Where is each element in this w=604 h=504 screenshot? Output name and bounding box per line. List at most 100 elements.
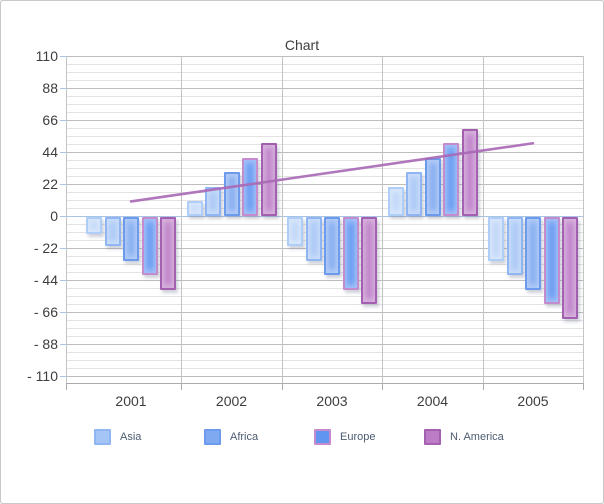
bar-n-america-2003[interactable] [361,217,377,305]
bar-asia-2003[interactable] [305,217,322,261]
gridline-horizontal [66,280,583,281]
gridline-horizontal [66,360,583,361]
bar-series1-2005[interactable] [488,217,504,261]
bar-africa-2001[interactable] [123,217,139,261]
bar-europe-2005[interactable] [543,217,560,305]
x-axis-label: 2002 [215,393,248,409]
x-axis-label: 2003 [316,393,348,409]
bar-europe-2004[interactable] [443,143,459,216]
gridline-vertical [281,56,283,383]
x-axis-label: 2004 [416,393,449,409]
bar-africa-2002[interactable] [223,172,240,216]
bar-asia-2002[interactable] [205,186,221,216]
y-axis-label: - 22 [33,240,58,256]
bar-series1-2003[interactable] [287,217,303,247]
gridline-horizontal [66,160,583,161]
y-axis-line [66,56,67,383]
bar-europe-2003[interactable] [342,217,359,290]
y-axis-tick [60,312,66,313]
bar-africa-2003[interactable] [324,217,340,276]
gridline-horizontal [66,336,583,337]
gridline-horizontal [66,200,583,201]
bar-europe-2001[interactable] [141,217,158,276]
legend-swatch-africa [204,429,221,445]
legend-label-asia: Asia [120,431,142,443]
y-axis-label: 22 [42,176,58,192]
gridline-horizontal [66,328,583,329]
y-axis-label: 0 [50,208,58,224]
bar-series1-2002[interactable] [186,201,203,216]
gridline-horizontal [66,72,583,73]
bar-africa-2005[interactable] [525,217,541,290]
x-axis-tick [382,384,384,390]
x-axis-label: 2001 [115,393,147,409]
gridline-horizontal [66,312,583,313]
gridline-horizontal [66,296,583,297]
gridline-vertical [583,56,585,383]
gridline-horizontal [66,104,583,105]
gridline-horizontal [66,192,583,193]
gridline-horizontal [66,176,583,177]
bar-africa-2004[interactable] [424,157,441,216]
gridline-horizontal [66,136,583,137]
y-axis-tick [60,376,66,377]
y-axis-tick [60,88,66,89]
y-axis-label: - 88 [33,336,58,352]
y-axis-label: - 44 [33,272,58,288]
gridline-horizontal [66,304,583,305]
gridline-horizontal [66,376,583,377]
bar-asia-2005[interactable] [506,217,523,276]
gridline-horizontal [66,120,583,121]
gridline-horizontal [66,352,583,353]
gridline-vertical [482,56,484,383]
y-axis-tick [60,56,66,57]
y-axis-label: 44 [42,144,58,160]
gridline-vertical [181,56,183,383]
gridline-horizontal [66,288,583,289]
gridline-vertical [382,56,384,383]
y-axis-label: 110 [35,48,58,64]
bar-n-america-2001[interactable] [160,217,176,290]
legend-item-asia[interactable]: Asia [94,429,141,445]
gridline-horizontal [66,168,583,169]
y-axis-tick [60,344,66,345]
y-axis-tick [60,120,66,121]
x-axis-label: 2005 [517,393,549,409]
bar-n-america-2004[interactable] [461,128,478,216]
bar-n-america-2002[interactable] [260,143,277,216]
legend-label-europe: Europe [340,431,376,443]
bar-europe-2002[interactable] [242,157,258,216]
gridline-horizontal [66,144,583,145]
legend-item-n-america[interactable]: N. America [424,429,504,445]
bar-series1-2001[interactable] [86,217,102,235]
gridline-horizontal [66,96,583,97]
chart-title: Chart [284,37,320,53]
gridline-horizontal [66,216,583,217]
bar-asia-2004[interactable] [406,172,422,216]
y-axis-label: 66 [42,112,58,128]
x-axis-line [66,383,584,384]
y-axis-tick [60,152,66,153]
x-axis-tick [583,384,585,390]
legend-swatch-europe [314,429,331,445]
legend-item-africa[interactable]: Africa [204,429,258,445]
x-axis-tick [66,384,67,390]
bar-series1-2004[interactable] [387,186,404,216]
x-axis-tick [181,384,183,390]
bar-n-america-2005[interactable] [562,217,578,319]
gridline-horizontal [66,184,583,185]
legend-swatch-n-america [424,429,441,445]
gridline-horizontal [66,64,583,65]
y-axis-label: - 110 [27,368,58,384]
gridline-horizontal [66,208,583,209]
legend-swatch-asia [94,429,111,445]
y-axis-tick [60,216,66,217]
gridline-horizontal [66,128,583,129]
legend-item-europe[interactable]: Europe [314,429,375,445]
bar-asia-2001[interactable] [104,217,121,247]
gridline-horizontal [66,320,583,321]
legend-label-africa: Africa [230,431,259,443]
y-axis-tick [60,248,66,249]
y-axis-tick [60,280,66,281]
